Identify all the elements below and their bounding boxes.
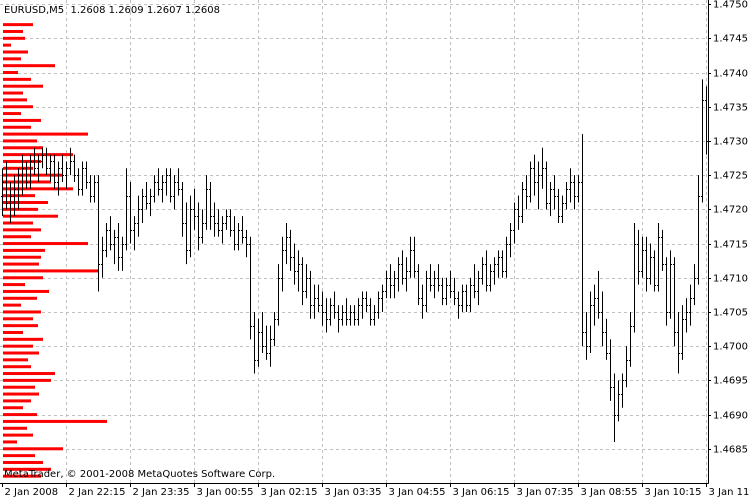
x-tick-label: 2 Jan 23:35	[133, 487, 190, 498]
profile-bar	[3, 433, 33, 437]
profile-bar	[3, 201, 48, 205]
x-tick-label: 3 Jan 04:55	[389, 487, 446, 498]
profile-bar	[3, 372, 55, 376]
y-tick-label: 1.4740	[713, 69, 748, 80]
y-tick-label: 1.4750	[713, 0, 748, 11]
profile-bar	[3, 426, 27, 430]
profile-bar	[3, 467, 51, 471]
profile-bar	[3, 413, 37, 417]
x-tick-label: 3 Jan 02:15	[261, 487, 318, 498]
y-tick-label: 1.4705	[713, 308, 748, 319]
profile-bar	[3, 351, 39, 355]
profile-bar	[3, 419, 107, 423]
profile-bar	[3, 276, 43, 280]
profile-bar	[3, 57, 21, 61]
profile-bar	[3, 330, 23, 334]
profile-bar	[3, 36, 25, 40]
profile-bar	[3, 221, 33, 225]
y-tick-label: 1.4745	[713, 34, 748, 45]
profile-bar	[3, 146, 43, 150]
x-tick-label: 3 Jan 11:35	[709, 487, 750, 498]
y-tick-label: 1.4685	[713, 445, 748, 456]
profile-bar	[3, 242, 88, 246]
profile-bar	[3, 77, 31, 81]
y-tick-label: 1.4700	[713, 342, 748, 353]
profile-bar	[3, 132, 88, 136]
profile-bar	[3, 105, 33, 109]
profile-bar	[3, 460, 43, 464]
profile-bar	[3, 310, 41, 314]
price-bars	[1, 79, 708, 442]
y-tick-label: 1.4720	[713, 205, 748, 216]
x-tick-label: 3 Jan 03:35	[325, 487, 382, 498]
profile-bar	[3, 399, 31, 403]
profile-bar	[3, 337, 43, 341]
profile-bar	[3, 248, 45, 252]
profile-bar	[3, 84, 43, 88]
copyright: MetaTrader, © 2001-2008 MetaQuotes Softw…	[4, 469, 275, 480]
y-tick-label: 1.4730	[713, 137, 748, 148]
x-tick-label: 2 Jan 22:15	[69, 487, 126, 498]
grid	[0, 0, 708, 483]
profile-bar	[3, 378, 51, 382]
profile-bar	[3, 214, 58, 218]
profile-bar	[3, 440, 17, 444]
profile-bar	[3, 365, 31, 369]
y-tick-label: 1.4725	[713, 171, 748, 182]
profile-bar	[3, 187, 73, 191]
chart-title: EURUSD,M5 1.2608 1.2609 1.2607 1.2608	[4, 5, 220, 16]
profile-bar	[3, 207, 38, 211]
profile-bar	[3, 125, 31, 129]
x-tick-label: 3 Jan 06:15	[453, 487, 510, 498]
profile-bar	[3, 392, 39, 396]
y-tick-label: 1.4710	[713, 274, 748, 285]
profile-bar	[3, 262, 39, 266]
profile-bar	[3, 112, 21, 116]
profile-bar	[3, 385, 35, 389]
profile-bar	[3, 228, 41, 232]
x-tick-label: 2 Jan 2008	[5, 487, 59, 498]
profile-bar	[3, 29, 23, 33]
profile-bar	[3, 474, 41, 478]
y-tick-label: 1.4735	[713, 103, 748, 114]
profile-bar	[3, 71, 18, 75]
y-tick-label: 1.4695	[713, 376, 748, 387]
profile-bar	[3, 43, 11, 47]
profile-bar	[3, 303, 21, 307]
profile-bar	[3, 447, 63, 451]
profile-bar	[3, 64, 55, 68]
profile-bar	[3, 118, 41, 122]
x-tick-label: 3 Jan 07:35	[517, 487, 574, 498]
y-tick-label: 1.4690	[713, 411, 748, 422]
profile-bar	[3, 98, 27, 102]
profile-bar	[3, 235, 31, 239]
profile-bar	[3, 317, 33, 321]
profile-bar	[3, 406, 23, 410]
x-tick-label: 3 Jan 00:55	[197, 487, 254, 498]
profile-bar	[3, 283, 25, 287]
profile-bar	[3, 173, 63, 177]
profile-bar	[3, 269, 98, 273]
profile-bar	[3, 289, 49, 293]
profile-bar	[3, 50, 28, 54]
x-tick-label: 3 Jan 08:55	[581, 487, 638, 498]
profile-bar	[3, 296, 37, 300]
y-tick-label: 1.4715	[713, 240, 748, 251]
x-tick-label: 3 Jan 10:15	[645, 487, 702, 498]
profile-bar	[3, 358, 28, 362]
profile-bar	[3, 139, 37, 143]
profile-bar	[3, 454, 35, 458]
profile-bar	[3, 324, 38, 328]
profile-bar	[3, 91, 23, 95]
profile-bar	[3, 23, 33, 27]
profile-bar	[3, 255, 41, 259]
profile-bar	[3, 344, 33, 348]
